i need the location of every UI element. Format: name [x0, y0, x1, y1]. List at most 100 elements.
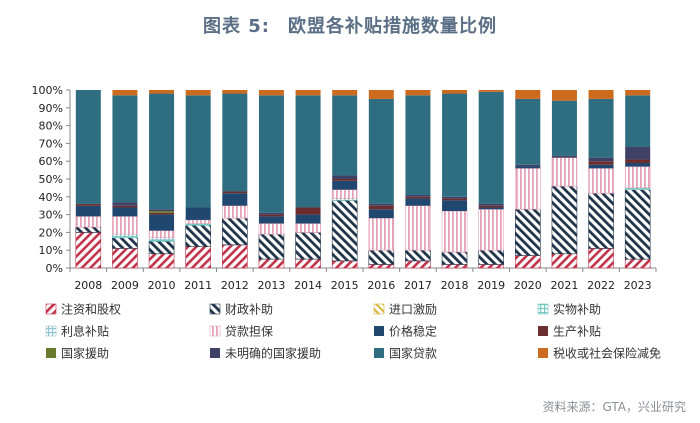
bar-stack-2023 [624, 90, 651, 269]
bar-segment-2014-s1 [295, 232, 321, 260]
bar-stack-2014 [295, 90, 321, 269]
bar-stack-2021 [551, 90, 578, 269]
bar-segment-2023-s0 [624, 258, 651, 269]
bar-segment-2016-s6 [368, 209, 394, 219]
bar-segment-2023-s10 [625, 95, 651, 147]
bar-stack-2022 [588, 90, 614, 269]
bar-segment-2018-s5 [441, 210, 468, 253]
bar-segment-2018-s10 [442, 93, 468, 197]
bar-segment-2014-s6 [295, 214, 321, 224]
x-tick-label-2009: 2009 [111, 279, 139, 292]
bar-segment-2020-s0 [515, 255, 541, 269]
x-axis-labels: 2008 2009 2010 2011 2012 2013 2014 2015 2016 2017… [74, 279, 651, 292]
bar-segment-2016-s11 [368, 90, 394, 99]
bar-segment-2008-s0 [75, 232, 102, 269]
legend-label: 利息补贴 [61, 324, 109, 339]
x-tick-label-2011: 2011 [184, 279, 212, 292]
bar-segment-2019-s1 [478, 249, 504, 265]
legend-swatch [46, 348, 56, 358]
legend-item-2: 进口激励 [373, 303, 437, 317]
bar-segment-2017-s0 [405, 260, 431, 269]
bar-segment-2017-s7 [405, 196, 431, 199]
legend-swatch [537, 303, 549, 315]
bar-segment-2015-s10 [332, 95, 358, 176]
bar-segment-2014-s5 [295, 223, 321, 233]
bar-segment-2015-s6 [332, 180, 358, 190]
bar-segment-2019-s9 [478, 203, 504, 206]
x-tick-label-2019: 2019 [477, 279, 505, 292]
bar-segment-2022-s6 [588, 164, 614, 169]
bar-stack-2008 [75, 90, 102, 269]
bar-segment-2014-s10 [295, 95, 321, 208]
bar-segment-2022-s0 [588, 248, 614, 269]
legend-label: 未明确的国家援助 [225, 346, 321, 361]
legend-item-7: 生产补贴 [538, 325, 601, 339]
bar-stack-2020 [515, 90, 541, 269]
bar-segment-2011-s5 [185, 219, 211, 224]
bar-segment-2023-s9 [625, 146, 651, 160]
bar-segment-2008-s1 [75, 226, 102, 233]
legend-swatch [45, 303, 57, 315]
bar-segment-2020-s1 [515, 208, 541, 256]
chart-source: 资料来源：GTA，兴业研究 [542, 400, 686, 414]
bar-segment-2021-s1 [551, 185, 578, 255]
x-tick-label-2016: 2016 [367, 279, 395, 292]
bar-segment-2012-s5 [222, 205, 248, 219]
x-tick-label-2022: 2022 [587, 279, 615, 292]
bar-segment-2011-s6 [185, 207, 211, 220]
bar-segment-2015-s1 [331, 200, 358, 262]
bar-segment-2023-s1 [624, 189, 651, 260]
bar-segment-2023-s7 [625, 159, 651, 163]
bar-segment-2023-s6 [625, 162, 651, 167]
bar-segment-2019-s10 [478, 91, 504, 204]
y-tick-label: 70% [39, 137, 63, 150]
x-tick-label-2012: 2012 [221, 279, 249, 292]
y-tick-label: 0% [46, 262, 63, 275]
legend-item-3: 实物补助 [537, 302, 601, 317]
y-tick-label: 100% [32, 84, 63, 97]
bar-segment-2008-s7 [75, 203, 101, 206]
bar-segment-2013-s0 [258, 258, 285, 269]
legend-swatch [209, 325, 221, 337]
bar-segment-2010-s10 [149, 93, 175, 210]
chart-title-prefix: 图表 5: [203, 16, 270, 37]
bar-stack-2012 [222, 90, 248, 269]
bar-segment-2015-s5 [331, 189, 358, 199]
bar-segment-2008-s10 [75, 90, 101, 204]
bar-segment-2022-s1 [588, 192, 614, 249]
bar-segment-2017-s6 [405, 198, 431, 206]
x-tick-label-2023: 2023 [624, 279, 652, 292]
bar-segment-2012-s7 [222, 191, 248, 194]
x-tick-label-2021: 2021 [550, 279, 578, 292]
bar-segment-2010-s7 [149, 212, 175, 215]
bar-segment-2018-s7 [442, 198, 468, 201]
bar-segment-2012-s1 [222, 217, 248, 246]
bar-segment-2018-s0 [441, 264, 468, 269]
bar-segment-2014-s7 [295, 207, 321, 215]
legend-item-11: 税收或社会保险减免 [538, 346, 661, 361]
bar-segment-2009-s9 [112, 202, 138, 206]
bar-segment-2017-s1 [405, 249, 431, 262]
bar-stack-2018 [441, 90, 468, 269]
bar-segment-2013-s1 [258, 233, 285, 260]
legend-swatch [210, 348, 220, 358]
bar-segment-2009-s10 [112, 95, 138, 203]
bar-segment-2015-s11 [332, 90, 358, 96]
bar-segment-2010-s1 [148, 241, 175, 255]
bar-segment-2013-s10 [258, 95, 284, 213]
legend-label: 国家贷款 [389, 346, 437, 361]
bar-segment-2013-s6 [258, 216, 284, 224]
x-tick-label-2010: 2010 [148, 279, 176, 292]
bar-stack-2016 [368, 90, 395, 269]
bar-segment-2017-s5 [405, 205, 431, 251]
chart-title-main: 欧盟各补贴措施数量比例 [288, 16, 497, 37]
bar-segment-2014-s0 [295, 258, 321, 269]
bar-stack-2011 [185, 90, 211, 269]
bar-segment-2019-s5 [478, 208, 504, 251]
legend-swatch [374, 348, 384, 358]
legend-label: 进口激励 [389, 303, 437, 317]
x-tick-label-2018: 2018 [441, 279, 469, 292]
bar-segment-2016-s0 [368, 264, 395, 269]
legend-item-6: 价格稳定 [374, 324, 437, 339]
